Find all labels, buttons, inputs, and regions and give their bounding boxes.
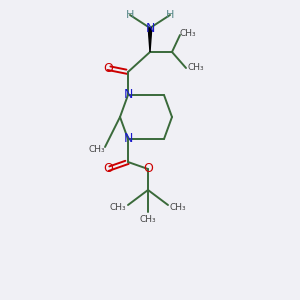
Text: CH₃: CH₃	[140, 214, 156, 224]
Text: N: N	[145, 22, 155, 34]
Text: N: N	[123, 88, 133, 101]
Text: O: O	[143, 163, 153, 176]
Text: CH₃: CH₃	[89, 145, 105, 154]
Text: CH₃: CH₃	[110, 203, 126, 212]
Text: N: N	[123, 133, 133, 146]
Text: H: H	[126, 10, 134, 20]
Text: O: O	[103, 61, 113, 74]
Text: H: H	[166, 10, 174, 20]
Text: O: O	[103, 163, 113, 176]
Text: CH₃: CH₃	[188, 64, 204, 73]
Text: CH₃: CH₃	[180, 28, 196, 38]
Polygon shape	[148, 28, 152, 52]
Text: CH₃: CH₃	[170, 203, 186, 212]
